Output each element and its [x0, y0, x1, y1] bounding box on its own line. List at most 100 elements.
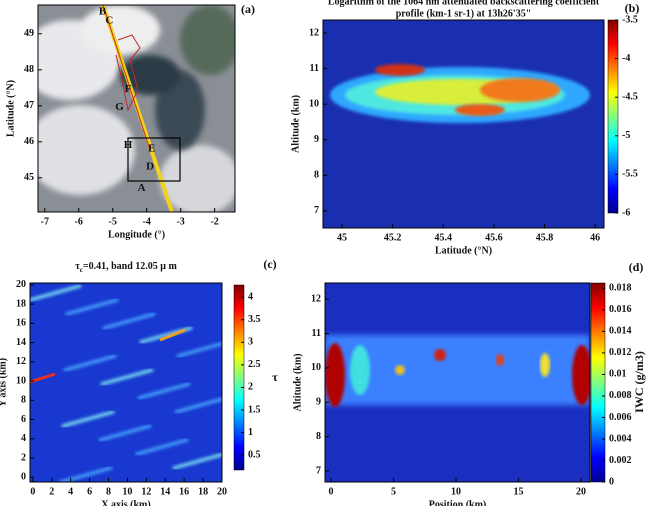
colorbar — [233, 284, 245, 471]
x-tick-label: 45 — [337, 232, 347, 243]
y-tick-label: 48 — [24, 64, 34, 75]
cloud — [325, 343, 345, 407]
streak — [174, 397, 222, 414]
y-tick-label: 47 — [24, 100, 34, 111]
zoom-box — [127, 137, 181, 182]
point-label: B — [99, 6, 107, 18]
x-tick-label: -3 — [176, 216, 184, 227]
y-axis-label: Y axis (km) — [0, 358, 8, 407]
frame — [37, 4, 236, 213]
colorbar-tick-label: 0.016 — [609, 304, 632, 315]
x-axis-label: X axis (km) — [101, 499, 150, 506]
cloud — [350, 345, 370, 395]
y-tick-label: 6 — [21, 414, 26, 425]
colorbar-tick-label: -3.5 — [622, 14, 638, 25]
colorbar-tick-label: -4.5 — [622, 91, 638, 102]
x-axis-label: Latitude (°N) — [435, 245, 492, 256]
colorbar-tick-label: 0.004 — [609, 433, 632, 444]
colorbar-tick-label: 0.018 — [609, 283, 632, 294]
streak — [172, 453, 222, 470]
streak — [98, 424, 152, 442]
y-axis-label: Latitude (°N) — [5, 80, 16, 137]
streak — [137, 382, 191, 400]
panel-label: (d) — [629, 260, 644, 274]
x-axis-label: Longitude (°) — [108, 229, 165, 240]
background — [323, 20, 604, 228]
y-tick-label: 11 — [310, 63, 319, 74]
x-tick-label: 4 — [68, 486, 73, 497]
colorbar-tick-label: 1.5 — [248, 404, 261, 415]
y-tick-label: 10 — [16, 375, 26, 386]
x-tick-label: 6 — [87, 486, 92, 497]
point-label: E — [148, 143, 155, 155]
cloud — [375, 64, 425, 76]
y-tick-label: 45 — [24, 172, 34, 183]
frame — [29, 282, 223, 483]
y-tick-label: 4 — [21, 433, 26, 444]
colorbar — [607, 19, 619, 214]
colorbar-label: IWC (g/m3) — [632, 351, 646, 413]
x-tick-label: 8 — [106, 486, 111, 497]
y-tick-label: 7 — [316, 465, 321, 476]
colorbar-tick-label: 2.5 — [248, 359, 261, 370]
title-subscript: c — [80, 266, 83, 274]
colorbar-tick-label: 0.002 — [609, 455, 632, 466]
colorbar-tick-label: 0 — [609, 476, 614, 487]
panel-label: (c) — [263, 257, 276, 271]
x-tick-label: 14 — [160, 486, 170, 497]
x-tick-label: 18 — [198, 486, 208, 497]
cloud — [80, 5, 160, 55]
x-tick-label: 20 — [576, 486, 586, 497]
y-tick-label: 10 — [311, 362, 321, 373]
streak — [30, 372, 56, 384]
colorbar-tick-label: 0.014 — [609, 326, 632, 337]
background — [30, 283, 222, 482]
track-red — [102, 5, 151, 151]
x-tick-label: 20 — [217, 486, 227, 497]
y-tick-label: 12 — [311, 293, 321, 304]
streak — [63, 354, 117, 372]
cloud — [572, 345, 590, 405]
plot-area — [38, 5, 235, 212]
cloud — [540, 353, 550, 377]
x-tick-label: 12 — [141, 486, 151, 497]
cloud — [480, 78, 560, 102]
cloud — [180, 5, 235, 75]
colorbar-tick-label: 1 — [248, 427, 253, 438]
x-tick-label: 0 — [329, 486, 334, 497]
y-tick-label: 8 — [314, 170, 319, 181]
streak — [100, 368, 154, 386]
colorbar-tick-label: 0.006 — [609, 412, 632, 423]
panel-label: (a) — [241, 2, 255, 16]
x-tick-label: -7 — [41, 216, 49, 227]
y-axis-label: Altitude (km) — [292, 353, 303, 411]
contour — [115, 34, 141, 112]
cloud — [455, 104, 505, 116]
title-symbol: τ — [75, 261, 80, 272]
x-tick-label: 0 — [30, 486, 35, 497]
point-label: C — [105, 15, 113, 27]
y-tick-label: 18 — [16, 298, 26, 309]
colorbar-tick-label: 0.008 — [609, 390, 632, 401]
y-tick-label: 12 — [309, 27, 319, 38]
cloud — [395, 365, 405, 375]
x-tick-label: 45.2 — [384, 232, 402, 243]
x-tick-label: -5 — [109, 216, 117, 227]
plot-area — [323, 20, 604, 228]
x-tick-label: 15 — [514, 486, 524, 497]
colorbar-tick-label: 0.01 — [609, 369, 627, 380]
y-tick-label: 16 — [16, 318, 26, 329]
y-tick-label: 7 — [314, 205, 319, 216]
colorbar-tick-label: -5 — [622, 130, 630, 141]
streak — [159, 328, 186, 342]
y-tick-label: 9 — [316, 397, 321, 408]
y-tick-label: 2 — [21, 452, 26, 463]
y-tick-label: 46 — [24, 136, 34, 147]
colorbar-tick-label: 3 — [248, 337, 253, 348]
colorbar-tick-label: 0.012 — [609, 347, 632, 358]
plot-area — [30, 283, 222, 482]
x-tick-label: 46 — [590, 232, 600, 243]
colorbar-tick-label: 3.5 — [248, 314, 261, 325]
cloud — [38, 105, 135, 195]
point-label: F — [125, 83, 132, 95]
